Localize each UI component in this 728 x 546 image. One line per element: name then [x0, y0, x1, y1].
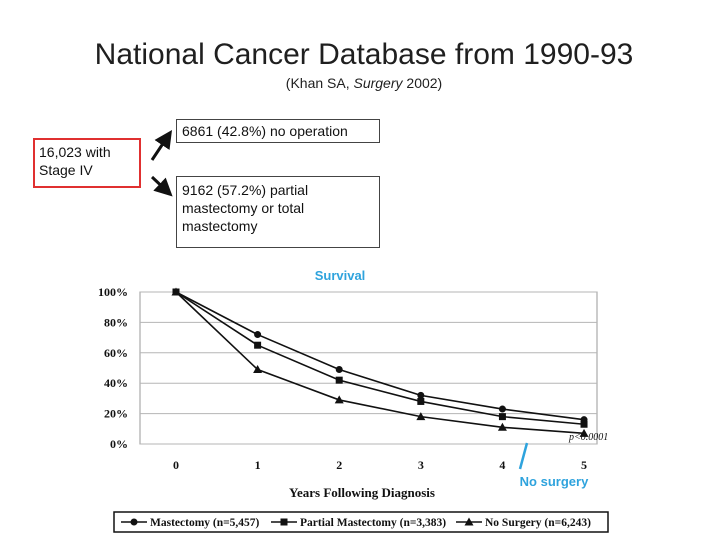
legend-entry: Partial Mastectomy (n=3,383)	[300, 517, 446, 529]
no-surgery-pointer-icon	[518, 442, 529, 470]
y-tick-label: 60%	[104, 346, 128, 360]
data-point	[171, 287, 181, 296]
p-value-annotation: p<0.0001	[568, 432, 608, 443]
legend-entry: Mastectomy (n=5,457)	[150, 517, 260, 529]
survival-chart: 0% 20% 40% 60% 80% 100% 0 1 2 3 4 5 Years Following …	[98, 285, 609, 533]
y-tick-label: 80%	[104, 315, 128, 329]
no-surgery-label: No surgery	[519, 474, 589, 489]
y-tick-label: 100%	[98, 285, 128, 299]
legend-marker	[464, 517, 474, 526]
subtitle-prefix: (Khan SA,	[285, 75, 354, 91]
data-point	[334, 395, 344, 404]
x-tick-label: 5	[581, 458, 587, 472]
data-point	[254, 331, 262, 339]
data-point	[417, 397, 425, 405]
slide-subtitle: (Khan SA, Surgery 2002)	[0, 75, 728, 91]
data-point	[417, 391, 425, 399]
mastectomy-box: 9162 (57.2%) partial mastectomy or total…	[176, 176, 380, 248]
subtitle-suffix: 2002)	[402, 75, 443, 91]
y-tick-label: 20%	[104, 407, 128, 421]
legend-marker	[130, 518, 138, 526]
data-point	[335, 366, 343, 374]
x-tick-label: 0	[173, 458, 179, 472]
subtitle-journal: Surgery	[353, 75, 403, 91]
legend-frame	[113, 511, 609, 533]
survival-label: Survival	[314, 268, 366, 283]
x-tick-label: 3	[418, 458, 424, 472]
series-line	[175, 291, 585, 435]
data-point	[335, 376, 343, 384]
x-tick-label: 4	[499, 458, 505, 472]
legend-marker	[280, 518, 288, 526]
x-tick-label: 1	[255, 458, 261, 472]
slide-title: National Cancer Database from 1990-93	[94, 38, 634, 71]
series-circle	[172, 288, 588, 424]
arrow-to-mastectomy-icon	[150, 175, 173, 197]
data-point	[579, 428, 589, 437]
stage-iv-box: 16,023 with Stage IV	[33, 138, 141, 188]
data-point	[254, 341, 262, 349]
y-tick-label: 0%	[110, 437, 128, 451]
series-line	[175, 291, 585, 426]
data-point	[498, 405, 506, 413]
data-point	[416, 412, 426, 421]
y-tick-label: 40%	[104, 376, 128, 390]
data-point	[498, 413, 506, 421]
data-point	[580, 420, 588, 428]
plot-frame	[139, 291, 598, 445]
x-tick-label: 2	[336, 458, 342, 472]
series-square	[172, 288, 588, 428]
legend: Mastectomy (n=5,457) Partial Mastectomy (…	[113, 511, 609, 533]
arrow-to-no-operation-icon	[150, 130, 172, 161]
data-point	[497, 422, 507, 431]
data-point	[253, 365, 263, 374]
no-operation-box: 6861 (42.8%) no operation	[176, 119, 380, 143]
series-triangle	[171, 287, 589, 437]
x-axis-title: Years Following Diagnosis	[289, 485, 435, 500]
legend-entry: No Surgery (n=6,243)	[485, 517, 591, 529]
series-line	[175, 291, 585, 421]
